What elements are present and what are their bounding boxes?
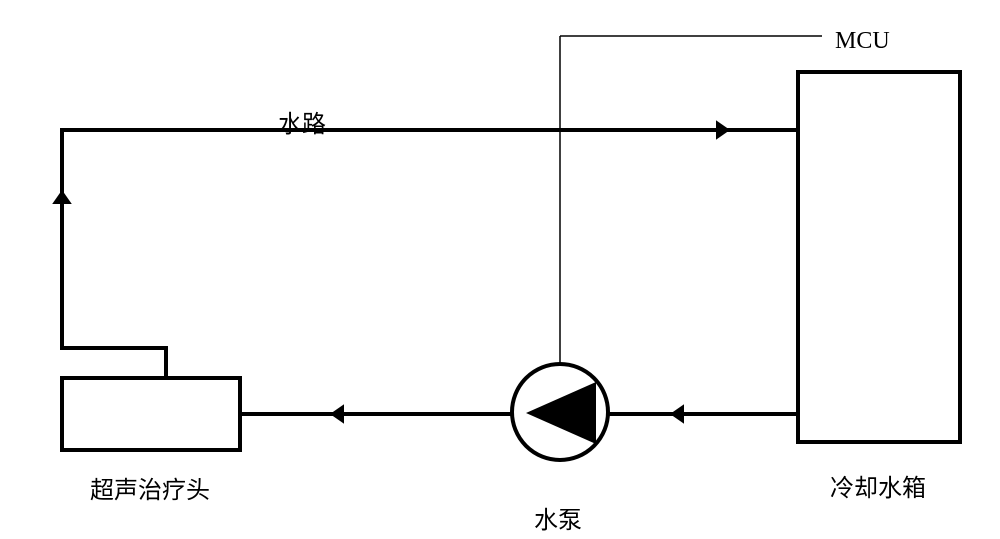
label-tank: 冷却水箱 xyxy=(830,468,926,503)
label-pump: 水泵 xyxy=(534,500,582,535)
label-waterway: 水路 xyxy=(278,104,326,139)
label-mcu: MCU xyxy=(835,28,890,55)
diagram-canvas xyxy=(0,0,1000,539)
label-head: 超声治疗头 xyxy=(90,470,210,505)
